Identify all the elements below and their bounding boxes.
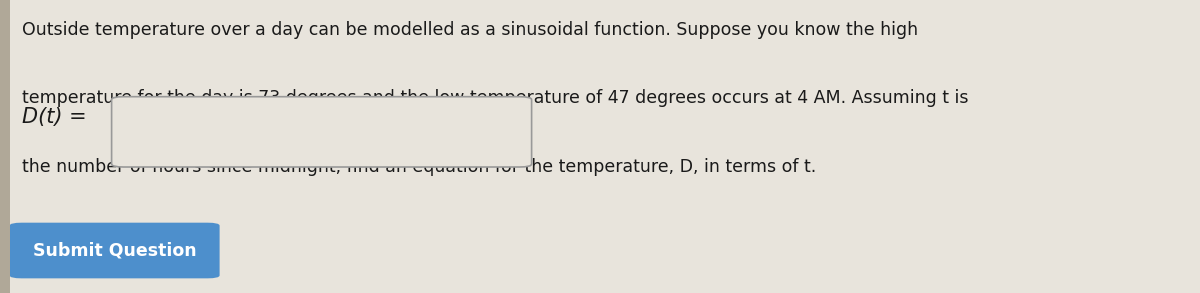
Text: Outside temperature over a day can be modelled as a sinusoidal function. Suppose: Outside temperature over a day can be mo… bbox=[22, 21, 918, 38]
FancyBboxPatch shape bbox=[0, 0, 10, 293]
Text: D(t) =: D(t) = bbox=[22, 107, 86, 127]
Text: the number of hours since midnight, find an equation for the temperature, D, in : the number of hours since midnight, find… bbox=[22, 158, 816, 176]
Text: temperature for the day is 73 degrees and the low temperature of 47 degrees occu: temperature for the day is 73 degrees an… bbox=[22, 89, 968, 107]
FancyBboxPatch shape bbox=[112, 97, 532, 167]
Text: Submit Question: Submit Question bbox=[32, 241, 197, 260]
FancyBboxPatch shape bbox=[10, 223, 220, 278]
